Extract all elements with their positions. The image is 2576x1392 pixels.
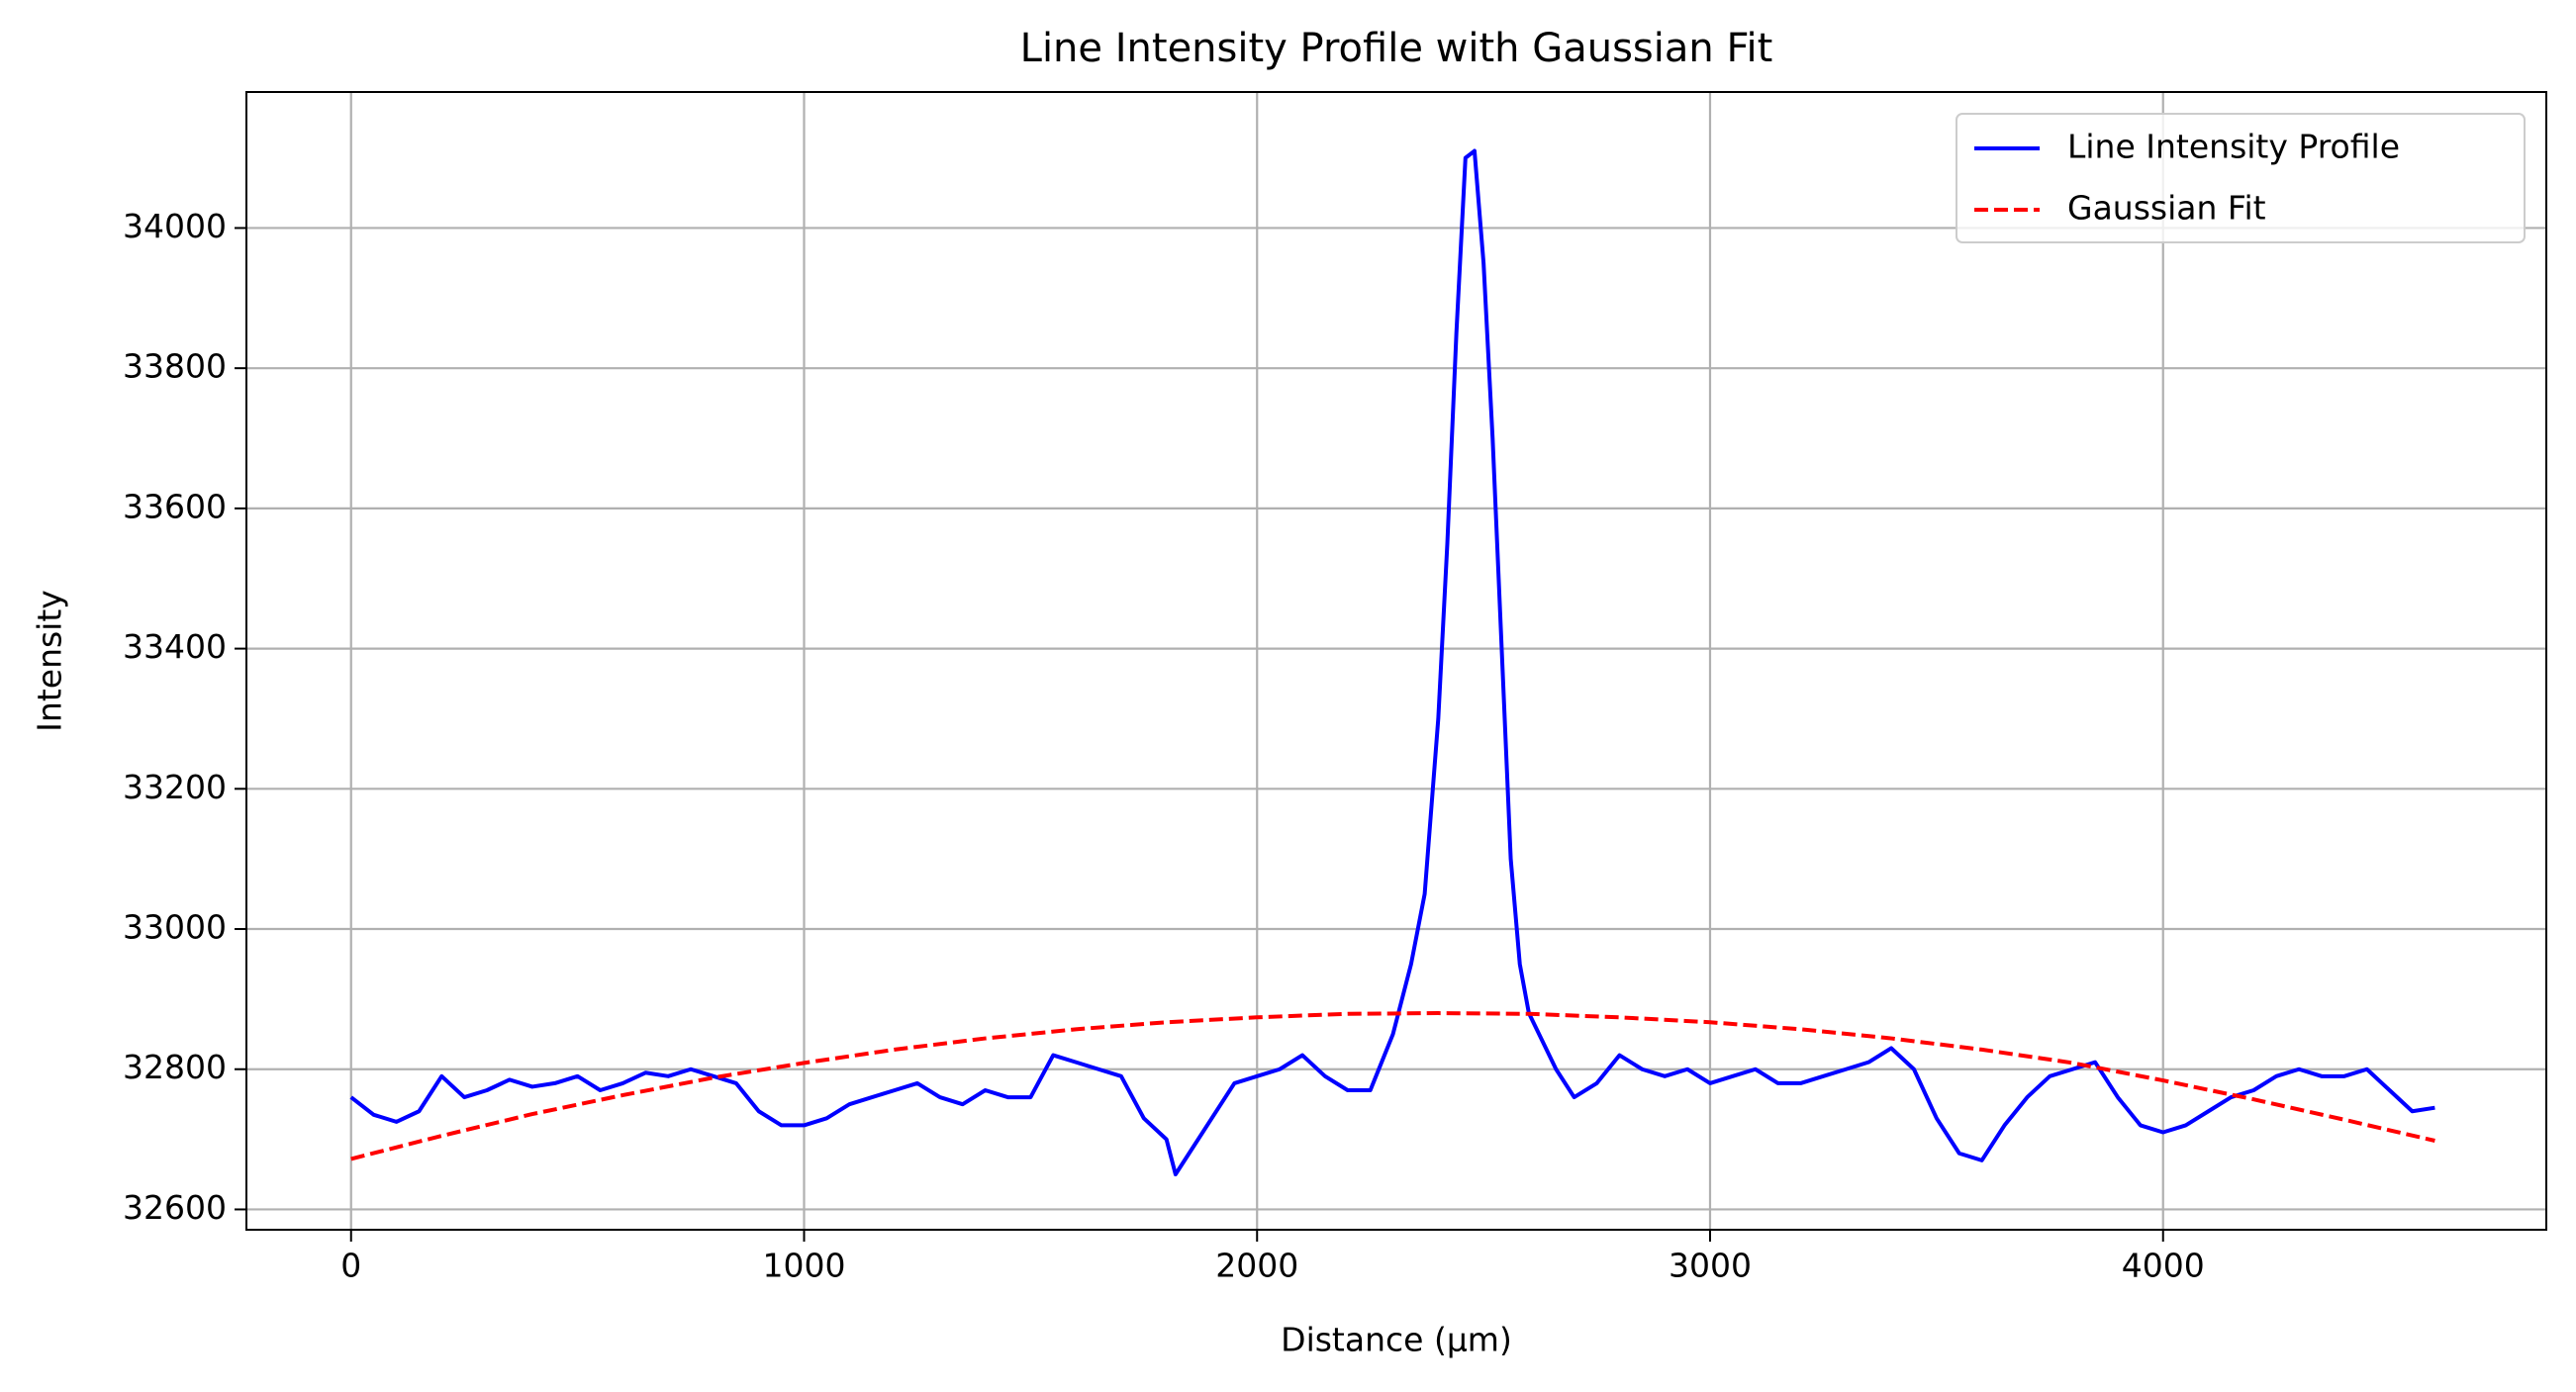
- legend-box: [1956, 113, 2526, 243]
- y-tick-label: 33400: [123, 627, 227, 666]
- x-tick-label: 3000: [1669, 1247, 1752, 1285]
- y-tick-label: 34000: [123, 207, 227, 245]
- chart-title: Line Intensity Profile with Gaussian Fit: [1020, 26, 1773, 71]
- line-series: [350, 1011, 2435, 1161]
- y-tick-label: 33800: [123, 347, 227, 386]
- y-tick-label: 33000: [123, 908, 227, 947]
- plot-frame: [245, 91, 2547, 1231]
- y-tick-label: 33600: [123, 487, 227, 525]
- y-tick-label: 32600: [123, 1188, 227, 1227]
- y-tick-label: 32800: [123, 1048, 227, 1086]
- x-tick-label: 1000: [762, 1247, 845, 1285]
- y-axis-label: Intensity: [31, 590, 69, 732]
- x-tick-label: 2000: [1215, 1247, 1298, 1285]
- x-tick-label: 4000: [2122, 1247, 2205, 1285]
- legend-label: Gaussian Fit: [2067, 189, 2266, 228]
- x-axis-label: Distance (µm): [1281, 1321, 1512, 1359]
- legend-label: Line Intensity Profile: [2067, 128, 2400, 166]
- line-series: [349, 148, 2435, 1177]
- y-tick-label: 33200: [123, 768, 227, 806]
- legend: Line Intensity Profile Gaussian Fit: [1956, 113, 2526, 243]
- x-tick-label: 0: [340, 1247, 361, 1285]
